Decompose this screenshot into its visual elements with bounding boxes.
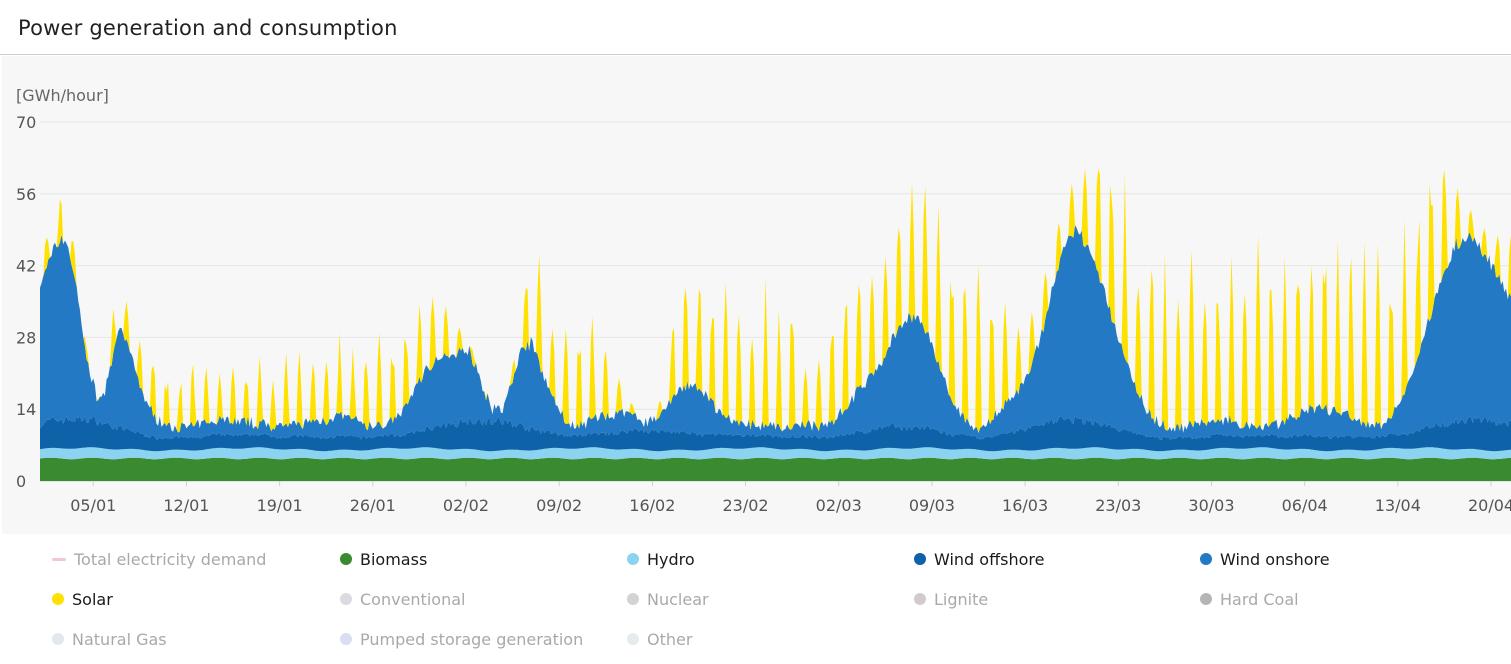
page-title: Power generation and consumption (18, 16, 398, 40)
y-tick-label: 14 (16, 400, 36, 419)
series-area-hydro (40, 447, 1511, 460)
legend-swatch-biomass (340, 553, 352, 565)
legend-swatch-other (627, 633, 639, 645)
y-tick-label: 56 (16, 185, 36, 204)
legend-item-natural-gas[interactable]: Natural Gas (52, 626, 167, 652)
legend-item-conventional[interactable]: Conventional (340, 586, 465, 612)
legend-item-nuclear[interactable]: Nuclear (627, 586, 709, 612)
axes: 0 14 28 42 56 70 [GWh/hour] 05/01 12/01 19/01 26/0… (16, 86, 1511, 515)
y-tick-label: 42 (16, 257, 36, 276)
x-tick-label: 13/04 (1375, 496, 1421, 515)
x-tick-label: 20/04 (1468, 496, 1511, 515)
series-area-wind-offshore (40, 414, 1511, 452)
legend-swatch-hydro (627, 553, 639, 565)
x-tick-label: 16/02 (629, 496, 675, 515)
legend-label: Hydro (647, 549, 695, 569)
legend-swatch-lignite (914, 593, 926, 605)
legend-label: Nuclear (647, 589, 709, 609)
legend-label: Natural Gas (72, 629, 167, 649)
stacked-areas (40, 168, 1511, 481)
legend-swatch-natural-gas (52, 633, 64, 645)
legend-label: Biomass (360, 549, 428, 569)
legend-item-biomass[interactable]: Biomass (340, 546, 427, 572)
y-tick-label: 0 (16, 472, 26, 491)
legend-swatch-wind-offshore (914, 553, 926, 565)
legend-swatch-pumped-storage-generation (340, 633, 352, 645)
legend-label: Wind onshore (1220, 549, 1330, 569)
legend-label: Total electricity demand (74, 549, 267, 569)
legend-item-lignite[interactable]: Lignite (914, 586, 988, 612)
x-tick-label: 30/03 (1188, 496, 1234, 515)
legend-item-pumped-storage-generation[interactable]: Pumped storage generation (340, 626, 583, 652)
legend-swatch-hard-coal (1200, 593, 1212, 605)
legend-label: Solar (72, 589, 113, 609)
x-tick-label: 02/03 (816, 496, 862, 515)
legend-item-hard-coal[interactable]: Hard Coal (1200, 586, 1299, 612)
legend-item-wind-onshore[interactable]: Wind onshore (1200, 546, 1330, 572)
legend: Total electricity demand Biomass Hydro Wind… (0, 534, 1511, 664)
legend-swatch-total-electricity-demand (52, 557, 66, 561)
legend-label: Other (647, 629, 693, 649)
x-tick-label: 23/02 (722, 496, 768, 515)
legend-label: Hard Coal (1220, 589, 1299, 609)
x-tick-label: 12/01 (163, 496, 209, 515)
x-tick-label: 02/02 (443, 496, 489, 515)
y-tick-label: 28 (16, 328, 36, 347)
legend-item-total-electricity-demand[interactable]: Total electricity demand (52, 546, 266, 572)
x-tick-label: 05/01 (70, 496, 116, 515)
x-tick-label: 09/03 (909, 496, 955, 515)
chart-panel: 0 14 28 42 56 70 [GWh/hour] 05/01 12/01 19/01 26/0… (2, 56, 1511, 534)
legend-swatch-conventional (340, 593, 352, 605)
y-tick-label: 70 (16, 113, 36, 132)
x-tick-label: 06/04 (1282, 496, 1328, 515)
series-area-biomass (40, 457, 1511, 481)
legend-label: Wind offshore (934, 549, 1045, 569)
x-tick-label: 26/01 (350, 496, 396, 515)
x-tick-label: 19/01 (257, 496, 303, 515)
y-axis-label: [GWh/hour] (16, 86, 109, 105)
legend-item-solar[interactable]: Solar (52, 586, 113, 612)
title-divider (0, 54, 1511, 55)
x-tick-label: 09/02 (536, 496, 582, 515)
legend-label: Pumped storage generation (360, 629, 584, 649)
legend-item-hydro[interactable]: Hydro (627, 546, 695, 572)
legend-item-wind-offshore[interactable]: Wind offshore (914, 546, 1044, 572)
series-area-solar (40, 168, 1511, 433)
x-tick-label: 16/03 (1002, 496, 1048, 515)
legend-swatch-solar (52, 593, 64, 605)
legend-swatch-nuclear (627, 593, 639, 605)
generation-chart: 0 14 28 42 56 70 [GWh/hour] 05/01 12/01 19/01 26/0… (16, 86, 1511, 515)
legend-swatch-wind-onshore (1200, 553, 1212, 565)
legend-item-other[interactable]: Other (627, 626, 692, 652)
legend-label: Lignite (934, 589, 989, 609)
legend-label: Conventional (360, 589, 466, 609)
x-tick-label: 23/03 (1095, 496, 1141, 515)
